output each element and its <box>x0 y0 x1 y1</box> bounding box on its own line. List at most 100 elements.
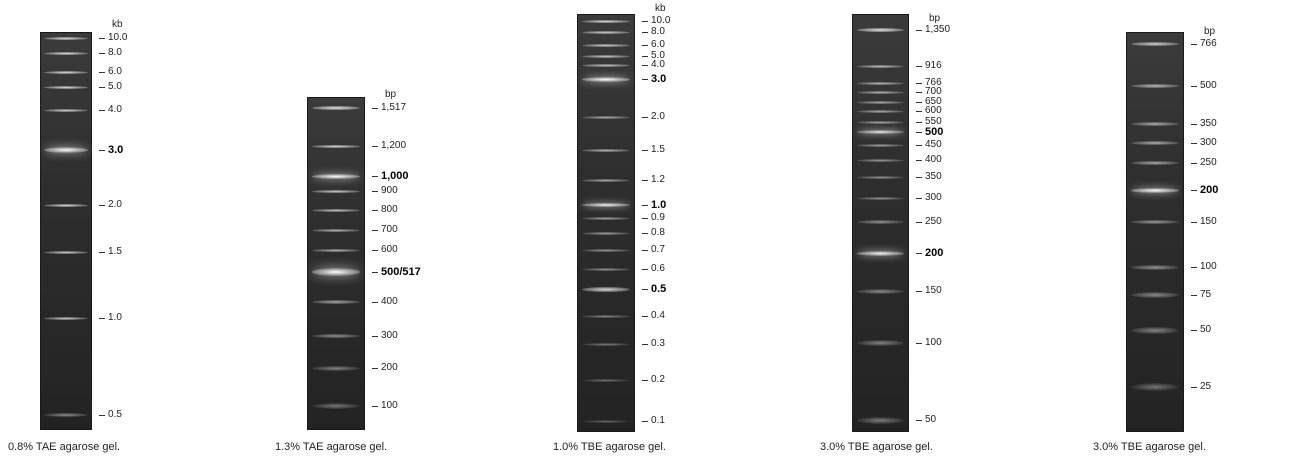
dna-band <box>311 268 361 276</box>
marker-tick <box>1191 222 1197 223</box>
marker-tick <box>372 146 378 147</box>
gel-caption: 1.0% TBE agarose gel. <box>553 441 666 453</box>
marker-tick <box>642 380 648 381</box>
marker-tick <box>99 318 105 319</box>
marker-label: 50 <box>1200 324 1212 335</box>
marker-tick <box>99 87 105 88</box>
dna-band <box>581 54 631 58</box>
marker-tick <box>916 30 922 31</box>
marker-tick <box>642 269 648 270</box>
marker-tick <box>642 21 648 22</box>
marker-label: 0.9 <box>651 212 665 223</box>
marker-tick <box>642 56 648 57</box>
marker-tick <box>99 150 105 151</box>
marker-tick <box>916 291 922 292</box>
dna-band <box>44 85 88 89</box>
marker-label: 1,350 <box>925 24 951 35</box>
marker-tick <box>916 145 922 146</box>
gel-lane <box>40 32 92 430</box>
marker-label: 0.5 <box>651 283 667 295</box>
dna-band <box>856 64 905 68</box>
marker-tick <box>642 421 648 422</box>
marker-tick <box>642 79 648 80</box>
marker-tick <box>372 230 378 231</box>
marker-tick <box>916 92 922 93</box>
dna-band <box>856 90 905 94</box>
gel-lane <box>577 14 635 432</box>
dna-band <box>581 216 631 220</box>
marker-tick <box>99 53 105 54</box>
dna-band <box>1130 264 1180 270</box>
marker-tick <box>916 222 922 223</box>
marker-label: 4.0 <box>651 59 665 70</box>
marker-tick <box>642 205 648 206</box>
marker-tick <box>99 205 105 206</box>
marker-label: 5.0 <box>651 50 665 61</box>
marker-label: 150 <box>925 285 942 296</box>
marker-tick <box>642 289 648 290</box>
marker-tick <box>916 177 922 178</box>
marker-label: 1.5 <box>651 144 665 155</box>
marker-label: 700 <box>381 224 398 235</box>
marker-tick <box>642 117 648 118</box>
marker-label: 1,200 <box>381 140 407 151</box>
marker-label: 100 <box>1200 261 1217 272</box>
marker-tick <box>1191 190 1197 191</box>
gel-caption: 3.0% TBE agarose gel. <box>1093 441 1206 453</box>
dna-band <box>581 231 631 235</box>
marker-tick <box>642 218 648 219</box>
dna-band <box>311 365 361 371</box>
gel-lane <box>307 97 365 430</box>
marker-label: 900 <box>381 185 398 196</box>
marker-label: 0.1 <box>651 415 665 426</box>
marker-tick <box>372 406 378 407</box>
dna-band <box>856 28 905 32</box>
dna-band <box>856 109 905 113</box>
dna-band <box>856 196 905 200</box>
dna-band <box>581 76 631 82</box>
marker-tick <box>916 343 922 344</box>
marker-tick <box>916 420 922 421</box>
marker-label: 10.0 <box>108 32 128 43</box>
dna-band <box>856 143 905 147</box>
dna-band <box>44 51 88 55</box>
marker-label: 0.6 <box>651 263 665 274</box>
marker-tick <box>99 415 105 416</box>
marker-label: 50 <box>925 414 937 425</box>
dna-band <box>856 288 905 294</box>
gel-lane <box>1126 32 1184 432</box>
marker-label: 1.2 <box>651 174 665 185</box>
dna-band <box>581 19 631 23</box>
marker-label: 8.0 <box>108 47 122 58</box>
dna-band <box>311 334 361 338</box>
marker-label: 0.5 <box>108 409 122 420</box>
dna-band <box>311 106 361 110</box>
dna-band <box>311 403 361 409</box>
dna-band <box>581 342 631 346</box>
dna-band <box>581 30 631 34</box>
marker-label: 3.0 <box>651 73 667 85</box>
marker-tick <box>372 272 378 273</box>
unit-label: bp <box>385 89 397 100</box>
dna-band <box>856 416 905 424</box>
marker-tick <box>916 253 922 254</box>
dna-band <box>581 419 631 423</box>
dna-band <box>581 286 631 292</box>
marker-label: 250 <box>925 216 942 227</box>
gel-caption: 3.0% TBE agarose gel. <box>820 441 933 453</box>
marker-tick <box>642 316 648 317</box>
dna-band <box>581 148 631 152</box>
dna-band <box>581 115 631 119</box>
dna-band <box>581 178 631 182</box>
dna-band <box>856 250 905 256</box>
marker-label: 2.0 <box>108 199 122 210</box>
dna-band <box>581 314 631 318</box>
marker-label: 0.4 <box>651 310 665 321</box>
dna-band <box>1130 187 1180 193</box>
marker-label: 650 <box>925 96 942 107</box>
marker-label: 0.2 <box>651 374 665 385</box>
marker-label: 6.0 <box>108 66 122 77</box>
marker-label: 250 <box>1200 157 1217 168</box>
marker-tick <box>916 198 922 199</box>
marker-label: 200 <box>1200 184 1219 196</box>
